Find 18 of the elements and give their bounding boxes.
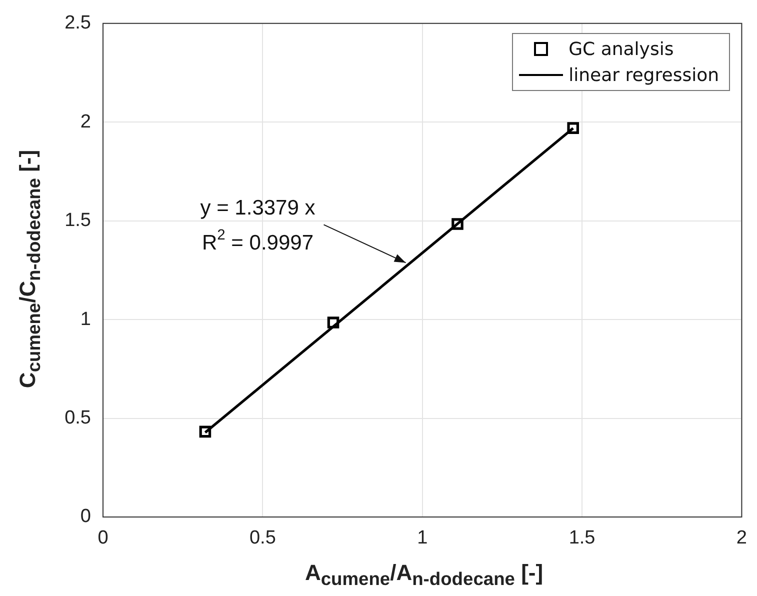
point [452, 218, 464, 230]
x-axis-title: A$_{cumene}$/A$_{n-dodecane}$ [-] [304, 560, 544, 590]
point [327, 316, 340, 328]
x-tick-label: 2 [736, 528, 748, 549]
legend-label: linear regression [568, 64, 719, 86]
y-tick-label: 2 [80, 111, 91, 132]
point [199, 426, 212, 438]
point [567, 122, 579, 134]
y-tick-label: 0.5 [64, 408, 91, 429]
y-tick-label: 1 [80, 308, 91, 330]
x-tick-label: 0 [98, 528, 108, 549]
y-tick-label: 0 [80, 506, 91, 528]
y-tick-label: 2.5 [64, 12, 91, 34]
x-tick-label: 1 [417, 528, 428, 549]
y-tick-label: 1.5 [64, 210, 91, 232]
legend-label: GC analysis [568, 38, 674, 60]
x-tick-label: 0.5 [249, 528, 276, 549]
x-tick-label: 1.5 [568, 528, 596, 549]
